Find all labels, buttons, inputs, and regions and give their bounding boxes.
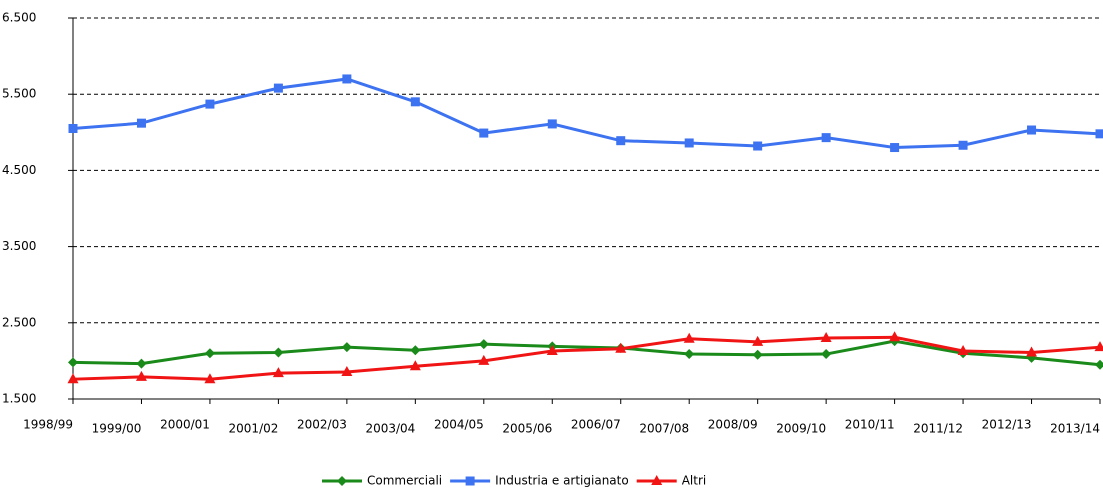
x-tick-label: 2004/05 [434, 418, 484, 432]
data-point [341, 365, 353, 376]
data-point [273, 347, 284, 358]
data-point [204, 348, 215, 359]
data-point [135, 370, 147, 381]
data-point [1027, 125, 1037, 135]
x-tick-label: 2010/11 [845, 418, 895, 432]
y-tick-label: 3.500 [2, 239, 36, 253]
data-point [479, 128, 489, 138]
x-tick-label: 1998/99 [23, 418, 73, 432]
data-point [957, 344, 969, 355]
data-point [684, 138, 694, 148]
data-point [820, 332, 832, 343]
x-tick-label: 2008/09 [708, 418, 758, 432]
data-point [410, 97, 420, 107]
data-point [68, 357, 78, 368]
legend-label: Commerciali [367, 474, 442, 488]
data-point [616, 136, 626, 146]
data-point [273, 83, 283, 93]
data-point [478, 339, 489, 350]
legend-marker [337, 476, 347, 486]
x-tick-label: 2009/10 [776, 422, 826, 436]
data-point [204, 373, 216, 384]
data-point [410, 345, 421, 356]
data-point [821, 349, 832, 360]
data-point [958, 140, 968, 150]
data-point [683, 332, 695, 343]
data-point [478, 354, 490, 365]
data-point [752, 335, 764, 346]
data-point [341, 342, 352, 353]
data-point [136, 118, 146, 128]
data-point [205, 99, 215, 109]
x-tick-label: 2011/12 [913, 422, 963, 436]
data-point [547, 119, 557, 129]
data-point [546, 344, 558, 355]
x-tick-label: 2001/02 [229, 422, 279, 436]
data-point [752, 349, 763, 360]
data-point [136, 358, 147, 369]
data-point [890, 143, 900, 153]
data-point [1095, 129, 1103, 139]
data-point [67, 373, 79, 384]
x-tick-label: 2012/13 [982, 418, 1032, 432]
legend-marker [651, 475, 663, 485]
x-tick-label: 2002/03 [297, 418, 347, 432]
data-point [889, 331, 901, 342]
y-tick-label: 6.500 [2, 11, 36, 25]
data-point [409, 360, 421, 371]
data-point [1094, 341, 1103, 352]
x-tick-label: 2013/14 [1050, 422, 1100, 436]
series-line [72, 339, 1101, 367]
y-tick-label: 2.500 [2, 315, 36, 329]
data-point [68, 123, 78, 133]
data-point [272, 367, 284, 378]
legend-label: Industria e artigianato [495, 474, 629, 488]
series-line [72, 77, 1101, 150]
data-point [821, 133, 831, 143]
x-tick-label: 2006/07 [571, 418, 621, 432]
data-point [1026, 346, 1038, 357]
legend-marker [465, 476, 475, 486]
x-tick-label: 2007/08 [639, 422, 689, 436]
data-point [1095, 359, 1103, 370]
y-tick-label: 5.500 [2, 87, 36, 101]
data-point [615, 342, 627, 353]
x-tick-label: 2005/06 [502, 422, 552, 436]
series-line [72, 335, 1101, 381]
data-point [753, 141, 763, 151]
legend-label: Altri [682, 474, 707, 488]
y-tick-label: 1.500 [2, 392, 36, 406]
x-tick-label: 2003/04 [365, 422, 415, 436]
data-point [684, 349, 695, 360]
x-tick-label: 1999/00 [92, 422, 142, 436]
data-point [342, 74, 352, 84]
y-tick-label: 4.500 [2, 163, 36, 177]
x-tick-label: 2000/01 [160, 418, 210, 432]
